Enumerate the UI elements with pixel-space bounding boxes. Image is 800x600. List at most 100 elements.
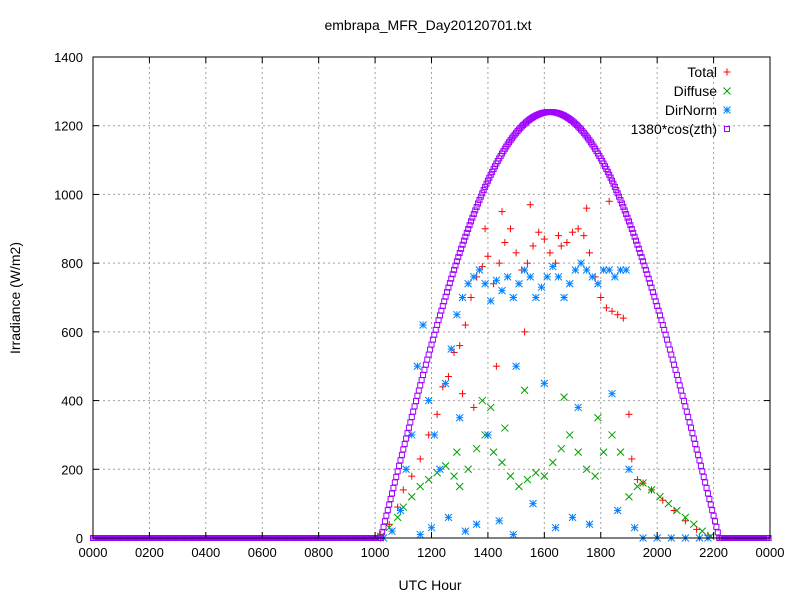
point-1380-cos-zth bbox=[693, 446, 700, 453]
y-tick-label: 1000 bbox=[54, 187, 83, 202]
chart-title: embrapa_MFR_Day20120701.txt bbox=[324, 17, 531, 33]
legend-marker-dirnorm bbox=[723, 106, 731, 114]
point-dirnorm bbox=[495, 516, 504, 525]
point-1380-cos-zth bbox=[381, 518, 388, 525]
point-dirnorm bbox=[512, 362, 520, 371]
point-1380-cos-zth bbox=[638, 254, 645, 261]
point-1380-cos-zth bbox=[689, 430, 696, 437]
point-diffuse bbox=[565, 431, 574, 439]
point-total bbox=[484, 252, 492, 260]
point-1380-cos-zth bbox=[647, 280, 654, 287]
point-1380-cos-zth bbox=[411, 403, 418, 410]
point-diffuse bbox=[489, 448, 498, 456]
point-dirnorm bbox=[447, 345, 456, 353]
point-1380-cos-zth bbox=[642, 266, 649, 273]
y-tick-label: 600 bbox=[61, 325, 83, 340]
point-dirnorm bbox=[424, 396, 433, 405]
x-tick-label: 0800 bbox=[304, 545, 333, 560]
point-1380-cos-zth bbox=[460, 237, 467, 244]
point-1380-cos-zth bbox=[484, 177, 491, 184]
point-dirnorm bbox=[526, 273, 535, 281]
point-total bbox=[563, 239, 571, 247]
point-dirnorm bbox=[605, 266, 614, 274]
point-total bbox=[605, 197, 613, 205]
point-dirnorm bbox=[529, 499, 537, 508]
point-1380-cos-zth bbox=[640, 258, 647, 265]
point-diffuse bbox=[582, 465, 591, 474]
y-tick-label: 1400 bbox=[54, 50, 83, 65]
legend-label-diffuse: Diffuse bbox=[674, 83, 718, 99]
point-dirnorm bbox=[613, 506, 622, 515]
point-1380-cos-zth bbox=[665, 341, 672, 348]
point-diffuse bbox=[407, 492, 416, 501]
point-dirnorm bbox=[608, 389, 616, 398]
point-1380-cos-zth bbox=[623, 211, 630, 218]
point-1380-cos-zth bbox=[482, 183, 489, 190]
point-1380-cos-zth bbox=[672, 366, 679, 373]
point-1380-cos-zth bbox=[407, 419, 414, 426]
point-total bbox=[554, 232, 562, 240]
point-1380-cos-zth bbox=[420, 371, 427, 378]
point-1380-cos-zth bbox=[479, 190, 486, 197]
point-1380-cos-zth bbox=[676, 382, 683, 389]
point-1380-cos-zth bbox=[641, 262, 648, 269]
point-total bbox=[456, 342, 464, 350]
point-1380-cos-zth bbox=[397, 457, 404, 464]
point-total bbox=[461, 321, 469, 329]
point-dirnorm bbox=[630, 523, 639, 532]
point-1380-cos-zth bbox=[473, 203, 480, 210]
point-diffuse bbox=[594, 413, 602, 422]
point-total bbox=[399, 486, 407, 494]
point-1380-cos-zth bbox=[422, 361, 429, 368]
point-total bbox=[501, 239, 509, 247]
point-1380-cos-zth bbox=[405, 424, 412, 431]
x-tick-label: 1800 bbox=[586, 545, 615, 560]
point-dirnorm bbox=[402, 465, 410, 474]
point-diffuse bbox=[560, 393, 568, 401]
point-1380-cos-zth bbox=[620, 203, 627, 210]
point-1380-cos-zth bbox=[389, 490, 396, 497]
plot-data bbox=[90, 108, 772, 542]
point-total bbox=[583, 204, 591, 212]
point-dirnorm bbox=[436, 465, 444, 474]
point-dirnorm bbox=[560, 293, 568, 302]
point-1380-cos-zth bbox=[453, 258, 460, 265]
point-dirnorm bbox=[484, 431, 492, 439]
point-diffuse bbox=[393, 513, 402, 522]
point-1380-cos-zth bbox=[645, 275, 652, 282]
y-tick-label: 0 bbox=[76, 531, 83, 546]
point-1380-cos-zth bbox=[467, 218, 474, 225]
point-diffuse bbox=[520, 386, 529, 395]
x-tick-label: 0600 bbox=[248, 545, 277, 560]
x-axis-label: UTC Hour bbox=[398, 577, 461, 593]
point-1380-cos-zth bbox=[658, 317, 665, 324]
point-total bbox=[495, 259, 503, 267]
point-1380-cos-zth bbox=[462, 233, 469, 240]
point-dirnorm bbox=[453, 310, 461, 319]
point-diffuse bbox=[455, 482, 464, 491]
point-diffuse bbox=[673, 506, 681, 515]
point-1380-cos-zth bbox=[675, 377, 682, 384]
point-1380-cos-zth bbox=[394, 468, 401, 475]
point-dirnorm bbox=[520, 266, 529, 274]
x-tick-label: 1400 bbox=[473, 545, 502, 560]
point-1380-cos-zth bbox=[666, 346, 673, 353]
point-diffuse bbox=[599, 448, 608, 456]
x-tick-label: 0000 bbox=[79, 545, 108, 560]
point-diffuse bbox=[616, 448, 625, 456]
point-total bbox=[557, 242, 565, 250]
point-dirnorm bbox=[537, 283, 546, 292]
point-dirnorm bbox=[594, 279, 602, 288]
point-total bbox=[614, 311, 622, 319]
point-total bbox=[529, 242, 537, 250]
point-dirnorm bbox=[503, 273, 512, 281]
point-dirnorm bbox=[413, 362, 422, 371]
point-dirnorm bbox=[441, 379, 450, 388]
point-diffuse bbox=[424, 475, 433, 484]
point-dirnorm bbox=[430, 431, 439, 439]
point-1380-cos-zth bbox=[683, 408, 690, 415]
point-1380-cos-zth bbox=[695, 451, 702, 458]
legend-label-1380-cos-zth: 1380*cos(zth) bbox=[631, 121, 717, 137]
point-total bbox=[416, 455, 424, 463]
point-dirnorm bbox=[498, 286, 506, 295]
